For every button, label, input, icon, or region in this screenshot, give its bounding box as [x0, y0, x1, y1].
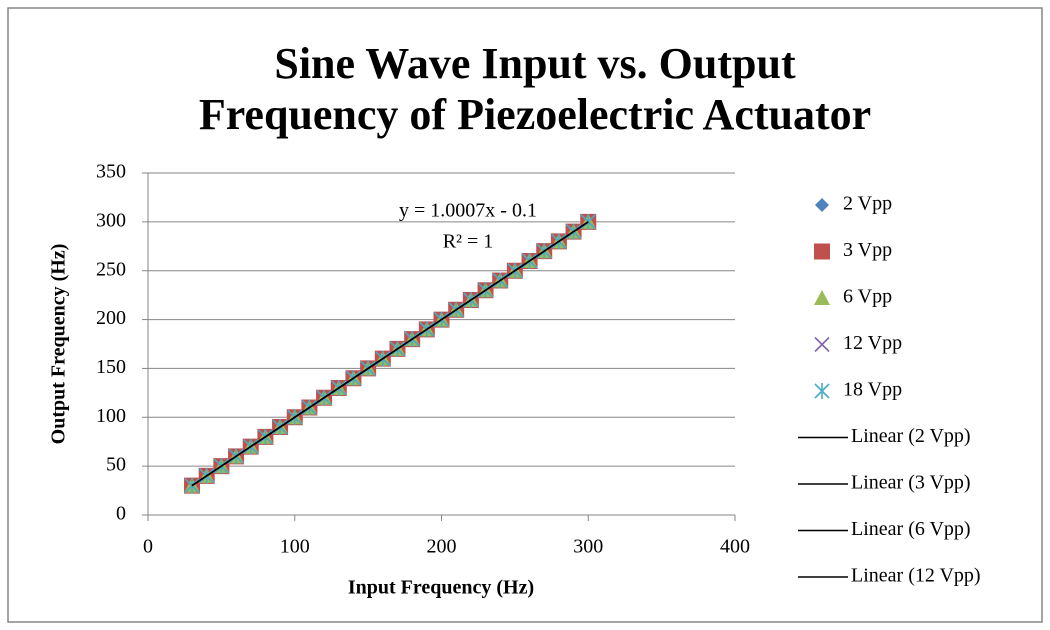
legend-label: 12 Vpp	[843, 332, 902, 354]
legend-marker	[815, 198, 829, 212]
y-tick-label: 200	[96, 307, 126, 329]
x-tick-label: 300	[573, 536, 603, 558]
chart-title: Sine Wave Input vs. Output Frequency of …	[198, 39, 872, 139]
x-tick-label: 200	[427, 536, 457, 558]
legend-label: 18 Vpp	[843, 379, 902, 401]
data-point	[184, 477, 200, 494]
y-tick-label: 0	[116, 503, 126, 525]
y-tick-label: 150	[96, 356, 126, 378]
trendline-equation: y = 1.0007x - 0.1	[399, 200, 537, 222]
chart-border	[7, 7, 1043, 623]
trendline	[191, 221, 589, 487]
legend-label: 3 Vpp	[843, 239, 892, 261]
y-tick-label: 50	[106, 454, 126, 476]
x-tick-label: 400	[720, 536, 750, 558]
legend-label: Linear (2 Vpp)	[851, 425, 971, 447]
x-tick-label: 0	[143, 536, 153, 558]
x-tick-label: 100	[280, 536, 310, 558]
legend-marker	[814, 383, 830, 399]
r-squared: R² = 1	[443, 231, 494, 253]
legend-label: Linear (12 Vpp)	[851, 565, 981, 587]
legend-label: 6 Vpp	[843, 286, 892, 308]
y-tick-label: 250	[96, 258, 126, 280]
y-tick-label: 100	[96, 405, 126, 427]
legend-marker	[814, 243, 830, 260]
legend-label: Linear (3 Vpp)	[851, 472, 971, 494]
y-tick-label: 300	[96, 209, 126, 231]
data-point	[580, 213, 596, 230]
y-tick-label: 350	[96, 161, 126, 183]
legend-label: 2 Vpp	[843, 193, 892, 215]
y-axis-label: Output Frequency (Hz)	[48, 244, 70, 445]
x-axis-label: Input Frequency (Hz)	[348, 577, 534, 599]
legend-label: Linear (6 Vpp)	[851, 518, 971, 540]
legend-marker	[814, 336, 830, 353]
legend-marker	[814, 290, 830, 305]
